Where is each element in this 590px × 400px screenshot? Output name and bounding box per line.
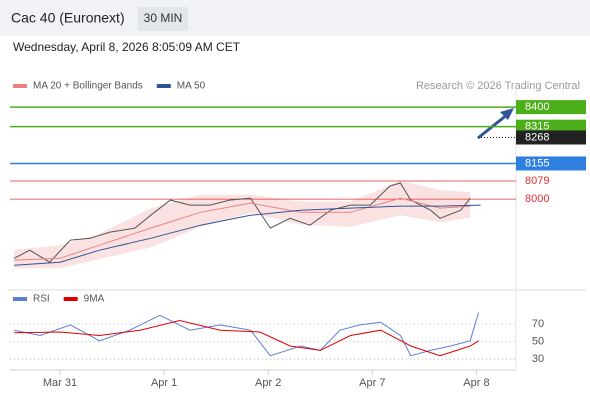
level-tag [516, 130, 586, 145]
series-line [14, 204, 481, 266]
level-label: 8000 [525, 193, 549, 205]
series-line [14, 197, 471, 261]
legend-label: MA 20 + Bollinger Bands [33, 81, 143, 92]
legend-label: MA 50 [177, 81, 206, 92]
timestamp: Wednesday, April 8, 2026 8:05:09 AM CET [13, 40, 241, 54]
level-label: 8155 [525, 157, 549, 169]
level-tag [516, 100, 586, 115]
legend-swatch [13, 297, 27, 301]
level-label: 8400 [525, 101, 549, 113]
level-tag [516, 156, 586, 171]
legend-swatch [156, 84, 171, 88]
y-tick-label: 50 [532, 336, 544, 348]
header-bar [0, 0, 590, 36]
legend-label: 9MA [84, 294, 105, 305]
level-label: 8268 [525, 131, 549, 143]
y-tick-label: 70 [532, 318, 544, 330]
interval-button[interactable] [138, 7, 188, 31]
legend-label: RSI [33, 294, 50, 305]
x-tick-label: Apr 7 [359, 377, 385, 389]
x-tick-label: Apr 8 [463, 377, 489, 389]
series-line [14, 312, 479, 357]
series-line [14, 319, 479, 357]
credit: Research © 2026 Trading Central [416, 80, 580, 92]
arrow-head [500, 108, 514, 120]
x-tick-label: Apr 2 [255, 377, 281, 389]
y-tick-label: 30 [532, 353, 544, 365]
level-label: 8079 [525, 175, 549, 187]
level-label: 8315 [525, 121, 549, 133]
legend-swatch [13, 84, 27, 88]
level-tag [516, 119, 586, 134]
x-tick-label: Mar 31 [43, 377, 77, 389]
bollinger-band [14, 180, 471, 269]
series-line [13, 182, 471, 263]
legend-swatch [63, 297, 78, 301]
instrument-title: Cac 40 (Euronext) [11, 10, 125, 26]
x-tick-label: Apr 1 [151, 377, 177, 389]
interval-label[interactable]: 30 MIN [144, 11, 183, 25]
